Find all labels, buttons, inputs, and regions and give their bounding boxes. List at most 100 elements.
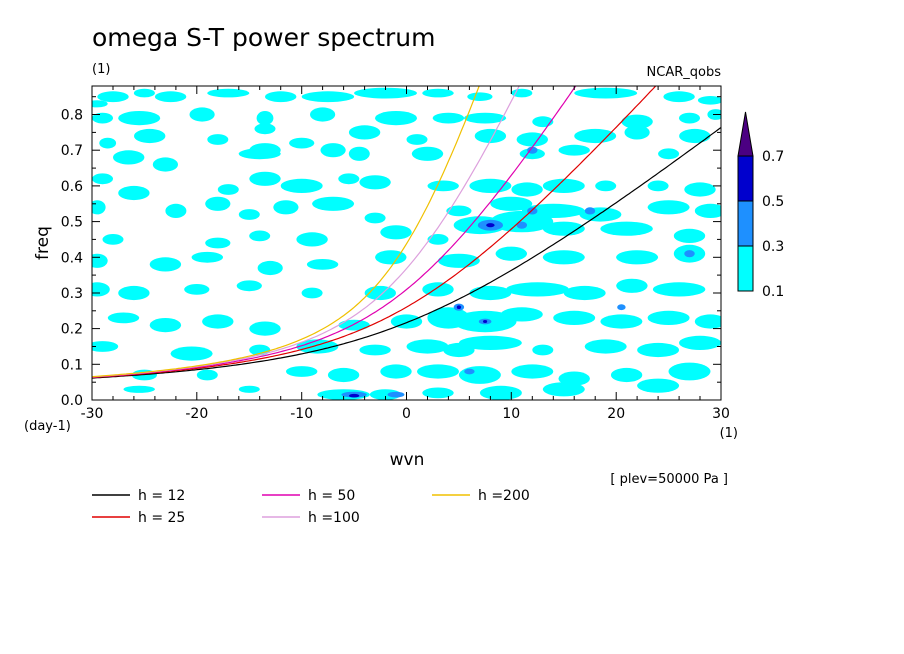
contour-blob-0.1-70 xyxy=(490,196,533,211)
dispersion-curve-h50 xyxy=(92,86,577,378)
plev-annotation: [ plev=50000 Pa ] xyxy=(610,472,728,487)
contour-blob-0.1-143 xyxy=(610,367,643,383)
y-axis-label: freq xyxy=(33,226,53,260)
contour-blob-0.1-23 xyxy=(621,114,653,129)
contour-blob-0.1-19 xyxy=(375,111,417,126)
contour-blob-0.1-78 xyxy=(296,232,328,247)
contour-blob-0.1-137 xyxy=(327,367,360,383)
contour-blob-0.1-73 xyxy=(647,200,690,215)
y-tick-labels: 0.0 0.1 0.2 0.3 0.4 0.5 0.6 0.7 0.8 xyxy=(61,108,83,410)
contour-blob-0.1-21 xyxy=(464,112,507,124)
contour-blob-0.1-27 xyxy=(134,128,166,144)
y-tick-label: 0.5 xyxy=(61,215,83,231)
contour-blob-0.1-80 xyxy=(427,234,449,245)
colorbar-box-0.3 xyxy=(737,200,754,247)
contour-blob-0.1-65 xyxy=(238,209,260,220)
contour-blob-0.1-56 xyxy=(469,178,512,193)
contour-blob-0.1-68 xyxy=(364,212,386,224)
y-tick-label: 0.0 xyxy=(61,393,83,409)
contour-blob-0.1-36 xyxy=(624,125,650,140)
contour-blob-0.1-14 xyxy=(92,112,113,124)
contour-blob-0.3-7 xyxy=(516,221,527,229)
x-tick-label: -20 xyxy=(185,406,208,422)
x-axis-label: wvn xyxy=(390,450,425,470)
colorbar-label: 0.3 xyxy=(762,239,784,255)
contour-blob-0.1-150 xyxy=(479,385,522,400)
contour-blob-0.1-3 xyxy=(154,91,187,103)
contour-blob-0.3-9 xyxy=(617,304,626,311)
x-tick-label: -30 xyxy=(81,406,104,422)
contour-blob-0.1-111 xyxy=(202,314,234,329)
contour-blob-0.1-29 xyxy=(254,123,276,135)
contour-blob-0.1-39 xyxy=(152,157,178,172)
contour-blob-0.1-142 xyxy=(558,371,590,386)
contour-blob-0.1-84 xyxy=(600,221,653,236)
contour-blob-0.1-44 xyxy=(411,146,444,161)
colorbar-label: 0.5 xyxy=(762,194,784,210)
colorbar-box-0.5 xyxy=(737,155,754,202)
contour-blob-0.1-126 xyxy=(359,344,391,356)
contour-blob-0.1-31 xyxy=(348,125,381,140)
contour-blob-0.1-38 xyxy=(113,150,145,165)
y-tick-label: 0.7 xyxy=(61,143,83,159)
contour-blob-0.1-125 xyxy=(296,339,339,354)
contour-blob-0.5-0 xyxy=(486,223,495,228)
contour-blob-0.1-37 xyxy=(679,128,711,144)
contour-blob-0.1-151 xyxy=(542,382,585,397)
contour-blob-0.1-145 xyxy=(123,385,155,393)
colorbar-label: 0.7 xyxy=(762,149,784,165)
contour-blob-0.1-41 xyxy=(249,143,281,158)
legend-label-h200: h =200 xyxy=(478,488,530,504)
dispersion-curves xyxy=(92,86,721,379)
contour-blob-0.1-53 xyxy=(338,173,360,185)
contour-blob-0.1-4 xyxy=(207,88,250,98)
contour-blob-0.1-79 xyxy=(380,225,412,240)
contour-blob-0.1-58 xyxy=(542,178,585,193)
contour-blob-0.1-90 xyxy=(306,259,339,270)
legend-label-h12: h = 12 xyxy=(138,488,185,504)
contour-blob-0.1-42 xyxy=(320,143,346,158)
contour-blob-0.1-140 xyxy=(458,366,501,384)
x-tick-label: -10 xyxy=(290,406,313,422)
contour-blob-0.1-122 xyxy=(92,341,119,352)
contour-blob-0.1-61 xyxy=(684,182,716,197)
contour-blob-0.1-26 xyxy=(99,137,117,149)
contour-blob-0.1-104 xyxy=(469,285,512,301)
contour-blob-0.1-59 xyxy=(595,180,617,192)
contour-blob-0.1-7 xyxy=(354,87,417,99)
x-tick-label: 10 xyxy=(502,406,520,422)
dispersion-curve-h12 xyxy=(92,127,721,379)
x-tick-labels: -30 -20 -10 0 10 20 30 xyxy=(81,406,730,422)
y-tick-label: 0.2 xyxy=(61,322,83,338)
contour-blob-0.1-55 xyxy=(427,180,459,192)
dispersion-curve-h200 xyxy=(92,86,480,378)
contour-blob-0.1-91 xyxy=(375,250,407,265)
chart-subtitle-left: (1) xyxy=(92,62,110,77)
colorbar-label: 0.1 xyxy=(762,284,784,300)
contour-blob-0.1-24 xyxy=(679,112,700,124)
contour-blob-0.1-99 xyxy=(184,284,210,295)
contour-blob-0.1-67 xyxy=(312,196,355,211)
contour-blob-0.1-132 xyxy=(637,342,680,358)
contour-blob-0.1-48 xyxy=(92,173,113,185)
contour-blob-0.1-135 xyxy=(196,369,218,381)
contour-blob-0.1-109 xyxy=(107,312,140,324)
contour-blob-0.1-17 xyxy=(256,111,274,126)
contour-blob-0.1-63 xyxy=(165,203,187,218)
contour-blob-0.5-1 xyxy=(456,305,461,310)
contour-layer-0.5 xyxy=(348,223,495,398)
contour-blob-0.1-146 xyxy=(238,385,260,393)
legend-label-h25: h = 25 xyxy=(138,510,185,526)
contour-blob-0.1-138 xyxy=(380,364,412,379)
contour-blob-0.1-144 xyxy=(668,362,711,381)
contour-blob-0.1-43 xyxy=(348,146,370,161)
contour-blob-0.1-129 xyxy=(459,335,522,350)
legend-label-h100: h =100 xyxy=(308,510,360,526)
contour-blob-0.1-98 xyxy=(118,285,150,301)
contour-blob-0.1-6 xyxy=(301,91,355,103)
contour-blob-0.1-94 xyxy=(542,250,585,265)
contour-blob-0.1-50 xyxy=(217,184,239,195)
contour-blob-0.1-123 xyxy=(170,346,213,361)
x-tick-label: 0 xyxy=(402,406,411,422)
